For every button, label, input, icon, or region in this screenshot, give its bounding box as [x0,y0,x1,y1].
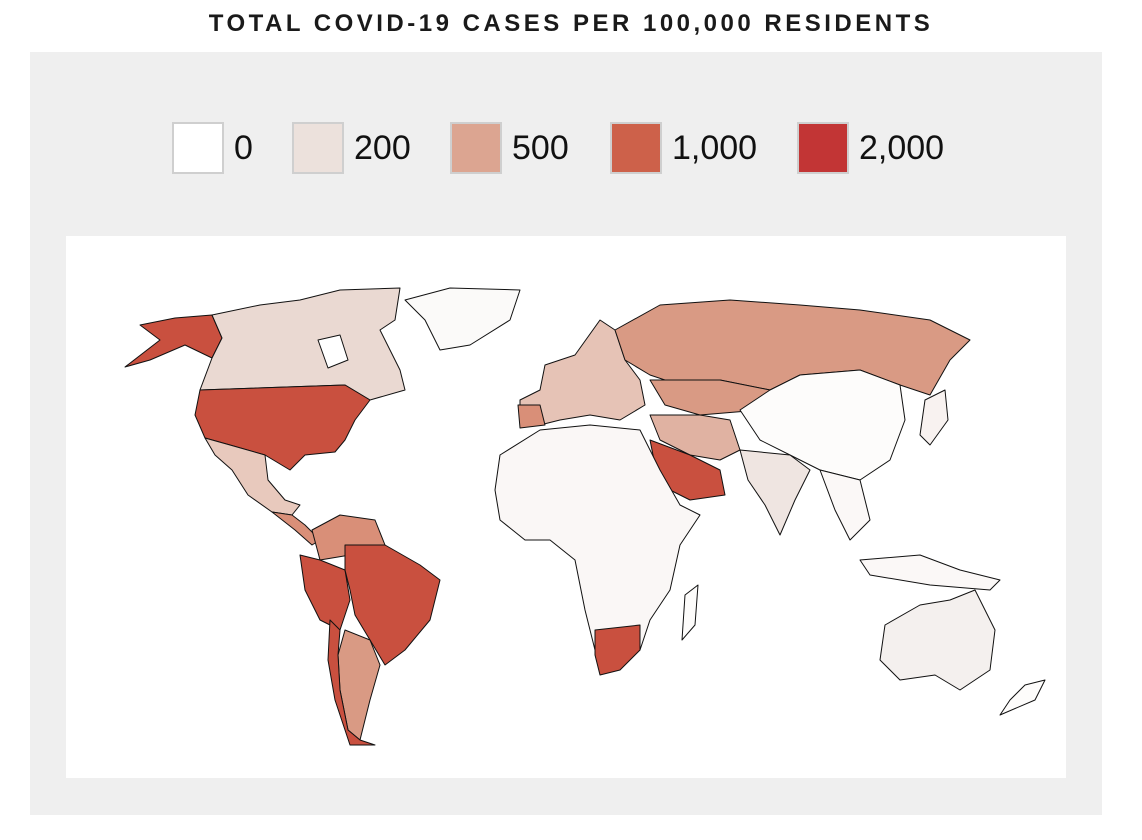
legend-label: 1,000 [672,128,758,167]
country [859,554,1001,591]
country [204,437,301,516]
country [199,287,406,401]
country [819,469,871,541]
country [517,404,546,429]
country [681,584,699,641]
world-map [66,236,1066,778]
country [594,624,641,676]
country [649,414,741,461]
legend-item: 2,000 [797,122,944,174]
legend-item: 500 [450,122,569,174]
country [519,319,646,426]
legend-item: 200 [292,122,411,174]
country [344,544,441,666]
legend-label: 0 [234,128,253,167]
legend-swatch [797,122,849,174]
legend-swatch [450,122,502,174]
legend-swatch [610,122,662,174]
panel: 0 200 500 1,000 2,000 [30,52,1102,815]
country [739,449,811,536]
title: TOTAL COVID-19 CASES PER 100,000 RESIDEN… [208,10,934,37]
country [879,589,996,691]
country [919,389,949,446]
country [404,287,521,351]
legend: 0 200 500 1,000 2,000 [30,122,1102,174]
legend-label: 200 [354,128,411,167]
legend-item: 0 [172,122,253,174]
water [317,334,349,369]
legend-swatch [172,122,224,174]
country [999,679,1046,716]
country [327,619,376,746]
legend-label: 500 [512,128,569,167]
country [299,554,351,631]
legend-label: 2,000 [859,128,945,167]
legend-item: 1,000 [610,122,757,174]
country [739,369,906,481]
country [494,424,701,671]
legend-swatch [292,122,344,174]
